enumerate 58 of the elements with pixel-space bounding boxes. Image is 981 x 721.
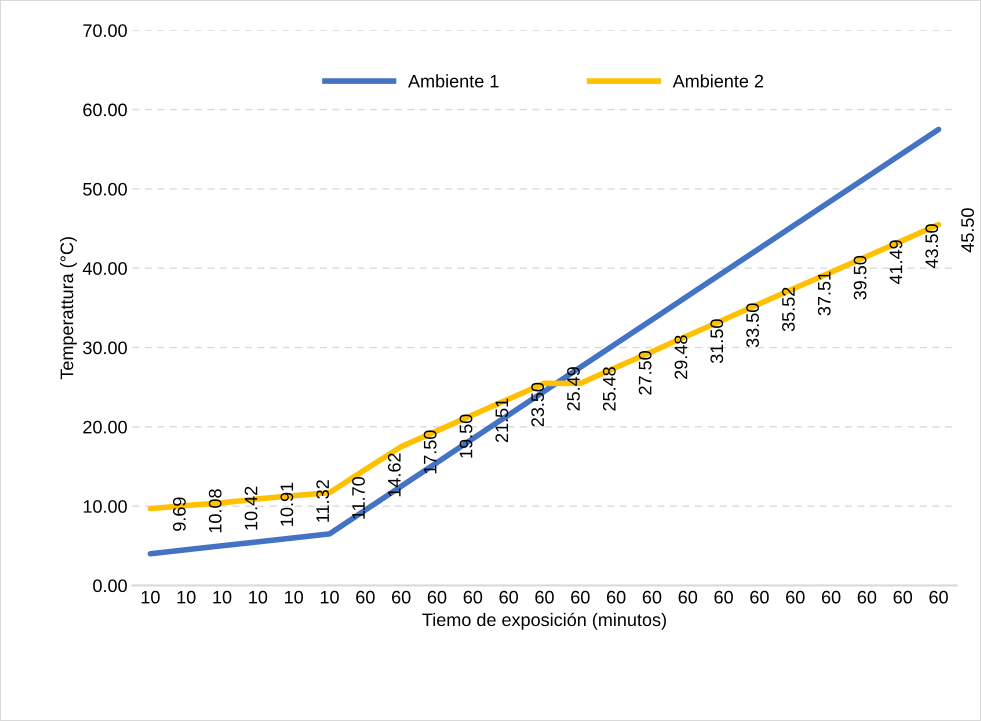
data-label: 39.50	[854, 256, 866, 300]
y-tick-label: 30.00	[83, 341, 127, 354]
y-tick-label: 0.00	[93, 579, 127, 592]
x-tick-label: 60	[571, 590, 590, 604]
data-label: 37.51	[818, 272, 831, 316]
x-tick-label: 60	[714, 590, 733, 604]
x-tick-label: 60	[500, 590, 518, 604]
data-label: 10.91	[280, 482, 294, 526]
x-tick-label: 10	[178, 590, 196, 604]
x-tick-label: 10	[213, 590, 232, 604]
x-tick-label: 60	[822, 590, 840, 604]
data-label: 33.50	[746, 303, 759, 348]
x-tick-label: 60	[428, 590, 446, 604]
x-tick-label: 60	[786, 590, 805, 604]
data-label: 29.48	[674, 335, 688, 379]
x-tick-label: 10	[320, 590, 339, 604]
data-label: 14.62	[388, 453, 401, 496]
data-label: 9.69	[172, 497, 186, 531]
y-tick-label: 20.00	[83, 420, 127, 434]
legend-label: Ambiente 2	[672, 74, 764, 88]
data-label: 25.49	[567, 367, 580, 411]
data-label: 17.50	[424, 430, 437, 474]
data-label: 25.48	[602, 367, 616, 411]
data-label: 35.52	[782, 288, 795, 332]
data-label: 21.51	[495, 398, 508, 442]
data-label: 45.50	[961, 208, 974, 252]
data-label: 31.50	[710, 319, 724, 364]
x-tick-label: 60	[929, 590, 948, 604]
x-tick-label: 60	[464, 590, 482, 604]
x-tick-label: 10	[249, 590, 268, 604]
x-tick-label: 60	[894, 590, 912, 604]
data-label: 11.32	[316, 480, 330, 522]
x-tick-label: 60	[858, 590, 876, 604]
y-axis-title: Temperattura (°C)	[60, 237, 77, 380]
x-tick-label: 60	[750, 590, 769, 604]
y-tick-label: 10.00	[84, 500, 127, 513]
data-label: 10.42	[244, 486, 258, 530]
y-tick-label: 60.00	[83, 104, 127, 116]
x-axis-title: Tiemo de exposición (minutos)	[422, 612, 666, 630]
y-tick-label: 70.00	[83, 24, 127, 37]
data-label: 10.08	[208, 489, 222, 532]
x-tick-label: 60	[356, 590, 375, 604]
x-tick-label: 60	[678, 590, 698, 604]
data-label: 11.70	[352, 476, 365, 519]
x-tick-label: 60	[606, 590, 626, 604]
data-label: 19.50	[460, 414, 472, 458]
x-tick-label: 60	[642, 590, 662, 604]
y-tick-label: 40.00	[82, 262, 127, 275]
x-tick-label: 60	[535, 590, 554, 604]
legend-label: Ambiente 1	[408, 74, 498, 88]
data-label: 43.50	[925, 224, 938, 268]
data-label: 23.50	[531, 382, 544, 426]
x-tick-label: 10	[284, 590, 303, 604]
data-label: 41.49	[890, 240, 902, 284]
data-label: 27.50	[638, 351, 652, 395]
x-tick-label: 60	[392, 590, 410, 604]
x-tick-label: 10	[142, 590, 160, 604]
y-tick-label: 50.00	[83, 182, 127, 196]
